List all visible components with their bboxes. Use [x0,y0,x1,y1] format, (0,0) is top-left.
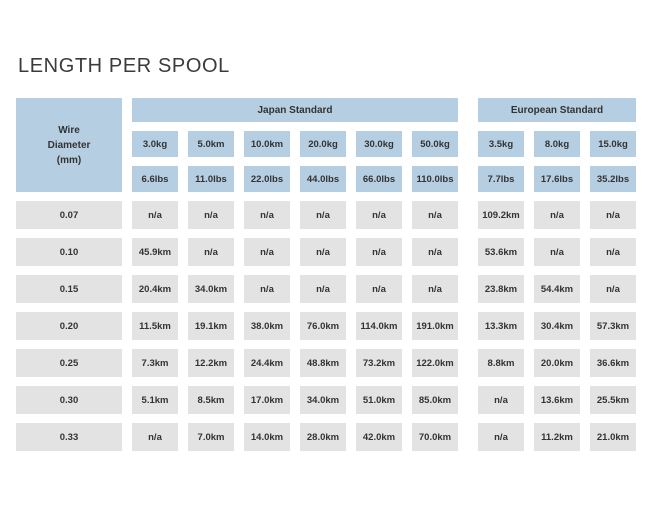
row-diameter-0.30: 0.30 [16,386,122,414]
row-diameter-0.15: 0.15 [16,275,122,303]
table-cell-r2-c2: n/a [188,238,234,266]
lbs-header-6: 110.0lbs [412,166,458,192]
table-cell-r6-c2: 8.5km [188,386,234,414]
table-cell-r7-c4: 28.0km [300,423,346,451]
table-cell-r5-c2: 12.2km [188,349,234,377]
lbs-header-3: 22.0lbs [244,166,290,192]
table-cell-r6-c8: 13.6km [534,386,580,414]
table-cell-r5-c3: 24.4km [244,349,290,377]
table-cell-r3-c9: n/a [590,275,636,303]
lbs-header-8: 17.6lbs [534,166,580,192]
wire-diameter-header-line-1: Wire [58,124,80,136]
wire-diameter-header-line-3: (mm) [56,154,82,166]
table-cell-r3-c8: 54.4km [534,275,580,303]
wire-diameter-header-line-2: Diameter [47,139,91,151]
table-cell-r1-c2: n/a [188,201,234,229]
table-cell-r4-c2: 19.1km [188,312,234,340]
group-header-european-standard: European Standard [478,98,636,122]
table-cell-r6-c4: 34.0km [300,386,346,414]
table-cell-r6-c5: 51.0km [356,386,402,414]
table-cell-r7-c9: 21.0km [590,423,636,451]
table-cell-r7-c2: 7.0km [188,423,234,451]
table-cell-r3-c6: n/a [412,275,458,303]
table-cell-r4-c6: 191.0km [412,312,458,340]
table-cell-r2-c8: n/a [534,238,580,266]
table-cell-r1-c1: n/a [132,201,178,229]
kg-header-3: 10.0km [244,131,290,157]
lbs-header-2: 11.0lbs [188,166,234,192]
table-cell-r1-c9: n/a [590,201,636,229]
table-cell-r5-c5: 73.2km [356,349,402,377]
lbs-header-9: 35.2lbs [590,166,636,192]
table-cell-r6-c1: 5.1km [132,386,178,414]
table-cell-r2-c4: n/a [300,238,346,266]
kg-header-1: 3.0kg [132,131,178,157]
table-cell-r3-c2: 34.0km [188,275,234,303]
table-cell-r4-c4: 76.0km [300,312,346,340]
lbs-header-4: 44.0lbs [300,166,346,192]
table-cell-r7-c5: 42.0km [356,423,402,451]
table-cell-r7-c6: 70.0km [412,423,458,451]
kg-header-2: 5.0km [188,131,234,157]
table-cell-r6-c3: 17.0km [244,386,290,414]
table-cell-r6-c6: 85.0km [412,386,458,414]
table-cell-r5-c7: 8.8km [478,349,524,377]
table-cell-r7-c3: 14.0km [244,423,290,451]
table-cell-r5-c1: 7.3km [132,349,178,377]
table-cell-r5-c8: 20.0km [534,349,580,377]
table-cell-r1-c8: n/a [534,201,580,229]
table-cell-r2-c7: 53.6km [478,238,524,266]
kg-header-5: 30.0kg [356,131,402,157]
table-cell-r2-c1: 45.9km [132,238,178,266]
table-cell-r6-c7: n/a [478,386,524,414]
table-cell-r4-c3: 38.0km [244,312,290,340]
row-diameter-0.10: 0.10 [16,238,122,266]
group-header-japan-standard: Japan Standard [132,98,458,122]
kg-header-6: 50.0kg [412,131,458,157]
table-cell-r2-c3: n/a [244,238,290,266]
table-cell-r1-c3: n/a [244,201,290,229]
row-diameter-0.20: 0.20 [16,312,122,340]
page-title: LENGTH PER SPOOL [18,55,230,77]
row-diameter-0.25: 0.25 [16,349,122,377]
table-cell-r4-c7: 13.3km [478,312,524,340]
table-cell-r4-c1: 11.5km [132,312,178,340]
row-diameter-0.33: 0.33 [16,423,122,451]
table-cell-r4-c9: 57.3km [590,312,636,340]
table-cell-r1-c5: n/a [356,201,402,229]
table-cell-r2-c9: n/a [590,238,636,266]
lbs-header-5: 66.0lbs [356,166,402,192]
table-cell-r1-c4: n/a [300,201,346,229]
table-cell-r1-c7: 109.2km [478,201,524,229]
table-cell-r7-c8: 11.2km [534,423,580,451]
table-cell-r5-c4: 48.8km [300,349,346,377]
kg-header-4: 20.0kg [300,131,346,157]
table-cell-r7-c7: n/a [478,423,524,451]
row-diameter-0.07: 0.07 [16,201,122,229]
lbs-header-7: 7.7lbs [478,166,524,192]
kg-header-8: 8.0kg [534,131,580,157]
table-cell-r3-c7: 23.8km [478,275,524,303]
length-per-spool-table: Wire Diameter (mm) Japan Standard Europe… [16,98,636,451]
kg-header-7: 3.5kg [478,131,524,157]
table-cell-r3-c5: n/a [356,275,402,303]
table-cell-r3-c4: n/a [300,275,346,303]
table-cell-r5-c6: 122.0km [412,349,458,377]
wire-diameter-header: Wire Diameter (mm) [16,98,122,192]
table-cell-r2-c6: n/a [412,238,458,266]
table-cell-r1-c6: n/a [412,201,458,229]
lbs-header-1: 6.6lbs [132,166,178,192]
table-cell-r2-c5: n/a [356,238,402,266]
table-cell-r4-c8: 30.4km [534,312,580,340]
table-cell-r7-c1: n/a [132,423,178,451]
table-cell-r3-c3: n/a [244,275,290,303]
table-cell-r6-c9: 25.5km [590,386,636,414]
table-cell-r5-c9: 36.6km [590,349,636,377]
table-cell-r4-c5: 114.0km [356,312,402,340]
table-cell-r3-c1: 20.4km [132,275,178,303]
kg-header-9: 15.0kg [590,131,636,157]
